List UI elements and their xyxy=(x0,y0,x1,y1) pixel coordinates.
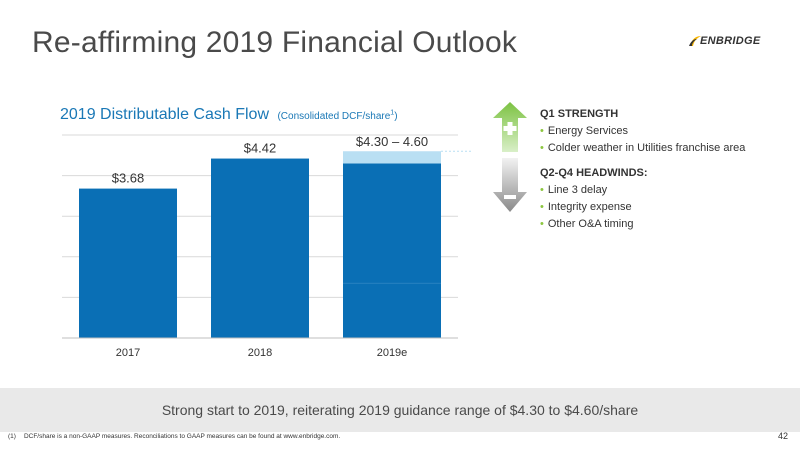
bar-2018 xyxy=(211,158,309,338)
data-label-2018: $4.42 xyxy=(244,141,277,156)
bar-2019e xyxy=(343,163,441,338)
chart-subtitle-text: (Consolidated DCF/share xyxy=(277,111,391,122)
bullet-icon: • xyxy=(540,125,544,137)
q2-item-text: Integrity expense xyxy=(547,201,632,213)
q1-item-colder-weather: • Colder weather in Utilities franchise a… xyxy=(540,142,745,154)
minus-down-arrow-icon xyxy=(493,158,527,212)
enbridge-logo-icon xyxy=(689,36,701,46)
chart-title: 2019 Distributable Cash Flow (Consolidat… xyxy=(60,106,398,124)
chart-subtitle-footnote-ref: 1 xyxy=(390,109,395,117)
chart-subtitle-close: ) xyxy=(394,111,398,122)
bullet-icon: • xyxy=(540,218,544,230)
page-number: 42 xyxy=(777,431,788,441)
q1-item-text: Colder weather in Utilities franchise ar… xyxy=(547,142,746,154)
q1-item-text: Energy Services xyxy=(547,125,628,137)
q2-item-line3-delay: • Line 3 delay xyxy=(540,184,607,196)
footnote-number: (1) xyxy=(8,433,16,440)
bullet-icon: • xyxy=(540,201,544,213)
enbridge-logo-text: ENBRIDGE xyxy=(700,35,761,47)
x-tick-label-2019e: 2019e xyxy=(377,347,408,359)
bar-range-2019e xyxy=(343,151,441,164)
chart-title-subtitle: (Consolidated DCF/share1) xyxy=(277,109,398,122)
q2-heading: Q2-Q4 HEADWINDS: xyxy=(540,167,648,179)
q2-item-text: Line 3 delay xyxy=(547,184,608,196)
chart-title-main: 2019 Distributable Cash Flow xyxy=(60,106,269,123)
plus-up-arrow-icon xyxy=(493,102,527,152)
q2-item-other-timing: • Other O&A timing xyxy=(540,218,633,230)
x-tick-label-2018: 2018 xyxy=(248,347,272,359)
footnote: (1) DCF/share is a non-GAAP measures. Rec… xyxy=(8,433,340,440)
data-label-2017: $3.68 xyxy=(112,171,145,186)
summary-banner xyxy=(0,388,800,432)
slide-title: Re-affirming 2019 Financial Outlook xyxy=(32,26,518,59)
footnote-text: DCF/share is a non-GAAP measures. Reconc… xyxy=(23,433,341,440)
x-tick-label-2017: 2017 xyxy=(116,347,140,359)
bullet-icon: • xyxy=(540,184,544,196)
bullet-icon: • xyxy=(540,142,544,154)
summary-banner-text: Strong start to 2019, reiterating 2019 g… xyxy=(161,402,639,418)
outlook-panel: Q1 STRENGTH • Energy Services • Colder wea… xyxy=(490,100,790,230)
q1-item-energy-services: • Energy Services xyxy=(540,125,628,137)
outlook-arrows xyxy=(493,102,527,212)
q1-heading: Q1 STRENGTH xyxy=(540,108,619,120)
q2-item-text: Other O&A timing xyxy=(547,218,634,230)
bar-2017 xyxy=(79,188,177,338)
data-label-2019e: $4.30 – 4.60 xyxy=(356,134,428,149)
q2-item-integrity-expense: • Integrity expense xyxy=(540,201,632,213)
